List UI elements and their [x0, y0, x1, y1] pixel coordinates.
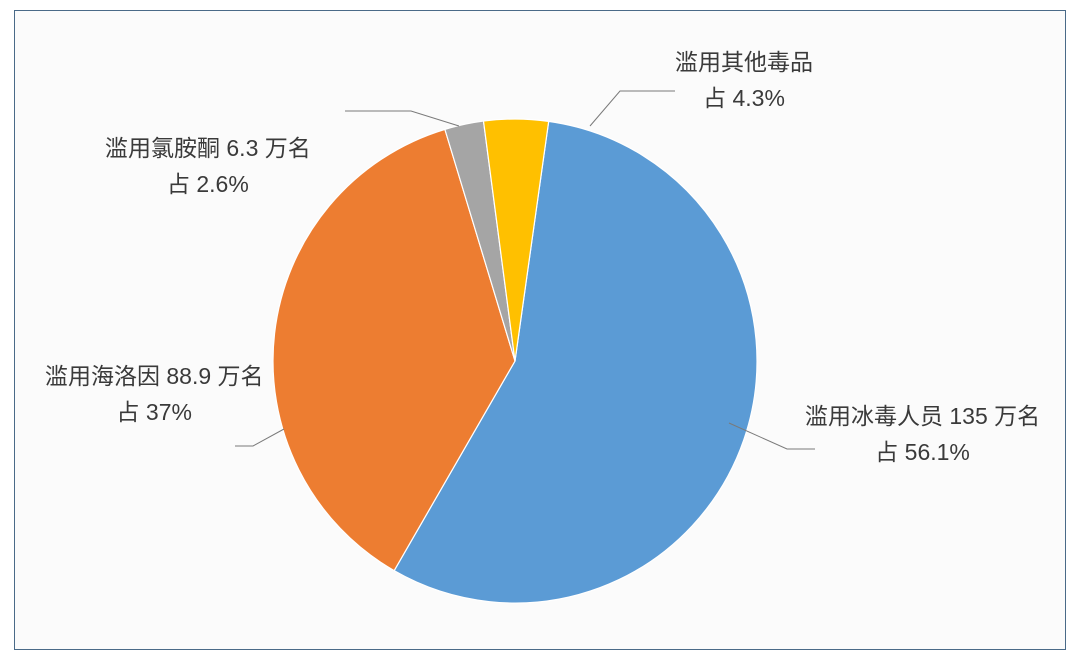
label-ketamine-line1: 滥用氯胺酮 6.3 万名 — [105, 131, 311, 167]
label-other-line2: 占 4.3% — [675, 81, 813, 117]
leader-ketamine — [345, 111, 459, 126]
leader-heroin — [235, 429, 284, 446]
label-meth: 滥用冰毒人员 135 万名 占 56.1% — [805, 399, 1040, 470]
pie-chart — [15, 11, 1067, 651]
chart-frame: 滥用冰毒人员 135 万名 占 56.1% 滥用海洛因 88.9 万名 占 37… — [14, 10, 1066, 650]
label-ketamine: 滥用氯胺酮 6.3 万名 占 2.6% — [105, 131, 311, 202]
label-heroin-line2: 占 37% — [45, 395, 264, 431]
label-heroin: 滥用海洛因 88.9 万名 占 37% — [45, 359, 264, 430]
pie-slices — [273, 119, 757, 603]
label-meth-line2: 占 56.1% — [805, 435, 1040, 471]
label-other: 滥用其他毒品 占 4.3% — [675, 45, 813, 116]
leader-other — [590, 91, 675, 126]
label-other-line1: 滥用其他毒品 — [675, 45, 813, 81]
label-ketamine-line2: 占 2.6% — [105, 167, 311, 203]
label-heroin-line1: 滥用海洛因 88.9 万名 — [45, 359, 264, 395]
label-meth-line1: 滥用冰毒人员 135 万名 — [805, 399, 1040, 435]
